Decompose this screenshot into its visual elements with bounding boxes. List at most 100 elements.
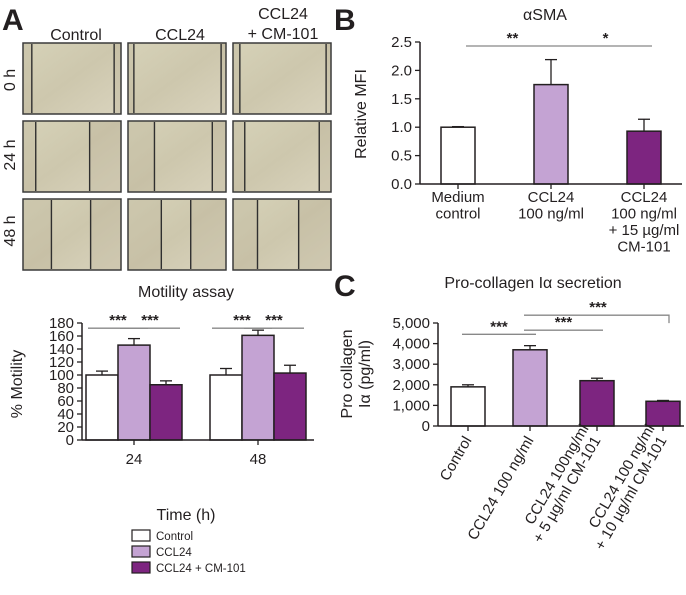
legend-label-0: Control — [156, 531, 193, 543]
panel-label-b: B — [334, 4, 356, 37]
cell-layer-left — [129, 200, 162, 269]
motility-y-tick-label: 160 — [49, 328, 74, 345]
asma-bar-1 — [533, 83, 569, 185]
cell-layer-left — [234, 200, 258, 269]
motility-chart: Motility assay % Motility Time (h) *** *** **… — [9, 284, 314, 575]
cell-layer-left — [24, 200, 52, 269]
motility-significance-label: *** — [141, 312, 159, 329]
legend-label-2: CCL24 + CM-101 — [156, 563, 246, 575]
column-header-control: Control — [50, 27, 102, 44]
procollagen-significance-line — [524, 314, 670, 324]
asma-y-tick-label: 1.5 — [391, 91, 412, 108]
procollagen-bar-3 — [645, 400, 681, 427]
procollagen-bar-1 — [512, 349, 548, 427]
procollagen-significance-label: *** — [589, 299, 607, 316]
motility-bar-1-0 — [117, 344, 151, 441]
row-label-0h: 0 h — [2, 69, 19, 91]
cell-layer-right — [298, 200, 330, 269]
procollagen-y-tick-label: 4,000 — [392, 336, 430, 353]
asma-x-tick-label: CM-101 — [617, 239, 670, 256]
micrograph-frame — [232, 42, 332, 115]
procollagen-y-tick-label: 2,000 — [392, 377, 430, 394]
micrograph-frame — [22, 198, 122, 271]
panel-label-c: C — [334, 270, 356, 303]
procollagen-y-tick-label: 3,000 — [392, 356, 430, 373]
cell-layer-left — [234, 122, 245, 191]
panel-label-a: A — [2, 4, 24, 37]
procollagen-y-tick-label: 5,000 — [392, 315, 430, 332]
motility-bar-2-0 — [149, 384, 183, 441]
micrograph-grid: Control CCL24 CCL24 + CM-101 0 h 24 h 48… — [2, 6, 332, 271]
cell-layer-right — [114, 44, 120, 113]
cell-layer-right — [190, 200, 225, 269]
asma-x-tick-label: CCL24 — [528, 189, 575, 206]
cell-layer-right — [212, 122, 225, 191]
motility-bar-2-1 — [273, 372, 307, 441]
row-label-48h: 48 h — [2, 215, 19, 246]
legend-label-1: CCL24 — [156, 547, 192, 559]
procollagen-x-tick-label: Control — [437, 434, 476, 484]
micrograph-frame — [22, 42, 122, 115]
asma-x-tick-label: 100 ng/ml — [518, 206, 584, 223]
motility-y-tick-label: 60 — [57, 393, 74, 410]
motility-y-axis-label: % Motility — [9, 350, 26, 418]
procollagen-y-axis-label-line2: Iα (pg/ml) — [357, 340, 374, 408]
micrograph-frame — [22, 120, 122, 193]
motility-x-tick-label: 24 — [126, 451, 143, 468]
micrograph-r1-c1 — [127, 120, 227, 193]
micrograph-frame — [127, 120, 227, 193]
procollagen-significance-label: *** — [490, 318, 508, 335]
column-header-ccl24: CCL24 — [155, 27, 205, 44]
asma-x-tick-label: 100 ng/ml — [611, 206, 677, 223]
motility-x-tick-label: 48 — [250, 451, 267, 468]
motility-bar-1-1 — [241, 334, 275, 441]
micrograph-r2-c1 — [127, 198, 227, 271]
motility-bar-0-0 — [85, 374, 119, 441]
procollagen-y-tick-label: 1,000 — [392, 397, 430, 414]
motility-significance-label: *** — [109, 312, 127, 329]
legend-swatch-0 — [131, 529, 151, 542]
asma-title: αSMA — [523, 7, 567, 24]
motility-bar-0-1 — [209, 374, 243, 441]
procollagen-significance-label: *** — [555, 314, 573, 331]
motility-legend: Control CCL24 CCL24 + CM-101 — [131, 529, 246, 575]
asma-significance-label: * — [603, 30, 609, 47]
procollagen-x-tick-label: CCL24 100 ng/ml — [464, 434, 537, 544]
micrograph-frame — [127, 42, 227, 115]
column-header-ccl24-cm101-line1: CCL24 — [258, 6, 308, 23]
cell-layer-left — [234, 44, 240, 113]
motility-y-tick-label: 140 — [49, 341, 74, 358]
procollagen-bar-0 — [450, 386, 486, 427]
motility-y-tick-label: 20 — [57, 419, 74, 436]
motility-y-tick-label: 80 — [57, 380, 74, 397]
micrograph-r1-c2 — [232, 120, 332, 193]
procollagen-bar-2 — [579, 379, 615, 427]
row-label-24h: 24 h — [2, 139, 19, 170]
micrograph-r2-c2 — [232, 198, 332, 271]
asma-y-tick-label: 2.0 — [391, 62, 412, 79]
asma-bar-0 — [440, 126, 476, 185]
column-header-ccl24-cm101-line2: + CM-101 — [248, 26, 319, 43]
motility-title: Motility assay — [138, 284, 234, 301]
procollagen-y-tick-label: 0 — [422, 418, 430, 435]
micrograph-frame — [232, 120, 332, 193]
legend-swatch-2 — [131, 561, 151, 574]
procollagen-title: Pro-collagen Iα secretion — [444, 275, 621, 292]
motility-y-tick-label: 180 — [49, 315, 74, 332]
micrograph-frame — [232, 198, 332, 271]
asma-y-tick-label: 0.0 — [391, 176, 412, 193]
motility-y-tick-label: 100 — [49, 367, 74, 384]
micrograph-r0-c0 — [22, 42, 122, 115]
cell-layer-left — [24, 122, 36, 191]
asma-x-tick-label: + 15 µg/ml — [609, 222, 680, 239]
asma-y-tick-label: 1.0 — [391, 119, 412, 136]
micrograph-r0-c2 — [232, 42, 332, 115]
asma-bar-2 — [626, 130, 662, 185]
cell-layer-left — [129, 122, 155, 191]
micrograph-r2-c0 — [22, 198, 122, 271]
asma-x-tick-label: CCL24 — [621, 189, 668, 206]
motility-y-tick-label: 0 — [66, 432, 74, 449]
cell-layer-right — [89, 122, 120, 191]
micrograph-r0-c1 — [127, 42, 227, 115]
cell-layer-left — [24, 44, 32, 113]
